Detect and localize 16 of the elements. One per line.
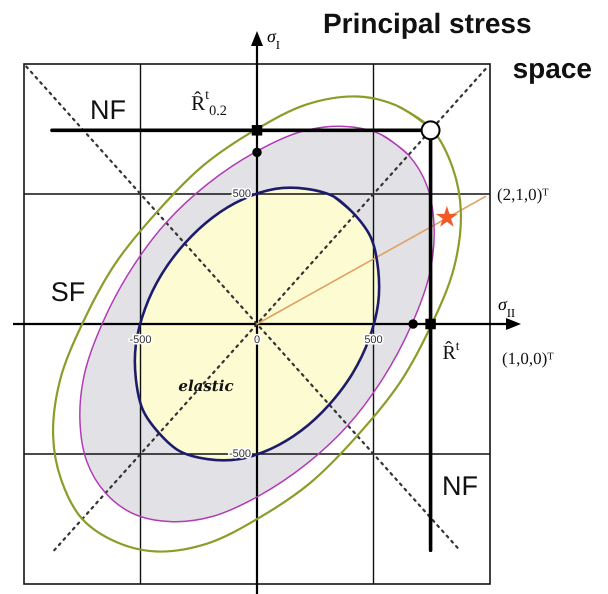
point <box>425 318 436 330</box>
point <box>420 120 441 140</box>
point <box>252 125 262 136</box>
point <box>436 206 458 227</box>
annotation: SF <box>50 277 86 307</box>
point <box>252 148 262 158</box>
chart-title: Principal stress space <box>323 8 592 84</box>
text: (2,1,0)ᵀ <box>497 184 550 204</box>
annotation: R̂$^{t}$ <box>442 338 460 364</box>
y-axis-title: σ$_{I}$ <box>267 26 280 52</box>
point <box>408 319 418 329</box>
annotation: elastic <box>178 377 234 395</box>
text: (1,0,0)ᵀ <box>502 348 554 368</box>
annotation: NF <box>90 95 126 125</box>
x-axis-title: σ$_{II}$ <box>498 294 516 320</box>
annotation: NF <box>442 471 478 501</box>
